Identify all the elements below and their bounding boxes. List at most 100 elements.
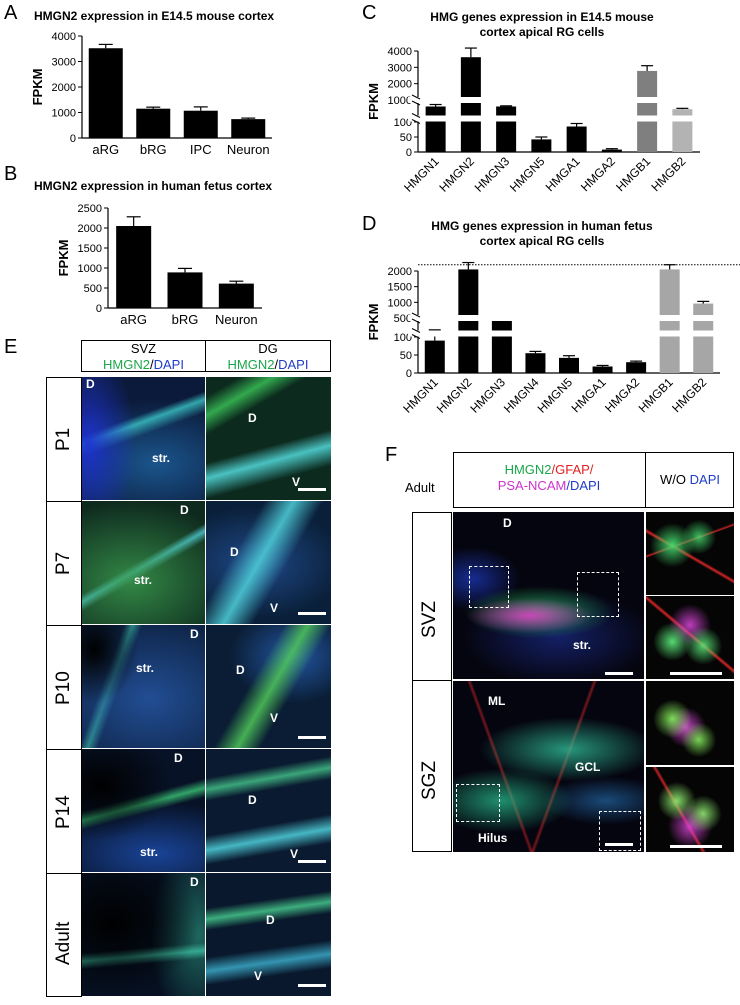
chart-c-category-label: HMGB2 [648, 154, 688, 194]
chart-d-category-label: HMGN3 [467, 375, 508, 416]
f-header-divider [645, 452, 646, 508]
f-stain-header: HMGN2/GFAP/ PSA-NCAM/DAPI [454, 462, 644, 494]
chart-d-axis-break [408, 315, 720, 321]
e-row-divider [46, 873, 82, 874]
e-svz-label-d: D [190, 627, 199, 641]
chart-d-category-label: HMGN4 [501, 375, 542, 416]
chart-a-category-label: IPC [190, 142, 212, 157]
panel-letter-b: B [4, 163, 18, 185]
chart-d-category-label: HMGN5 [535, 375, 576, 416]
chart-title-c-line1: HMG genes expression in E14.5 mouse [430, 10, 654, 24]
chart-b-y-axis-label: FPKM [56, 240, 71, 277]
e-dg-label-v: V [270, 601, 279, 615]
e-dg-label-v: V [290, 847, 299, 861]
f-svz-label-str: str. [573, 638, 592, 652]
chart-d-category-label: HMGN1 [400, 375, 441, 416]
chart-b-ytick-label: 1500 [78, 243, 102, 255]
e-svz-label-d: D [190, 875, 199, 889]
chart-c-ytick-label: 50 [400, 132, 412, 144]
e-row-label-p10: P10 [53, 671, 74, 705]
chart-title-d-line1: HMG genes expression in human fetus [431, 219, 653, 233]
e-dg-label-d: D [236, 663, 245, 677]
e-svz-label-str: str. [140, 845, 159, 859]
chart-c-axis-break-mark [411, 119, 421, 124]
chart-c-y-axis-label: FPKM [366, 83, 381, 120]
f-svz-inset-2 [646, 596, 734, 679]
e-dg-label-d: D [230, 545, 239, 559]
f-svz-inset-1 [646, 512, 734, 595]
chart-a-bar [88, 48, 123, 138]
chart-b-ytick-label: 500 [84, 283, 102, 295]
chart-a-ytick-label: 1000 [52, 108, 76, 120]
chart-a-category-label: bRG [140, 142, 167, 157]
chart-d-bar [424, 340, 445, 373]
e-dg-label-v: V [270, 711, 279, 725]
chart-title-d-line2: cortex apical RG cells [479, 234, 605, 248]
chart-d-category-label: HMGN2 [434, 375, 475, 416]
chart-c-category-label: HMGA1 [543, 154, 583, 194]
chart-d-category-label: HMGB2 [669, 375, 709, 415]
e-col-svz-stain: HMGN2/DAPI [82, 357, 205, 373]
e-header-box [81, 340, 331, 372]
e-dg-label-d: D [266, 913, 275, 927]
chart-d-ytick-label: 1000 [388, 297, 412, 309]
chart-d-ytick-label: 1500 [388, 282, 412, 294]
f-svz-inset-box-2 [577, 572, 619, 617]
e-svz-hmgn2-label: HMGN2 [103, 357, 150, 372]
f-sgz-scalebar [605, 843, 633, 846]
f-sgz-label-ml: ML [488, 694, 506, 708]
e-svz-label-d: D [174, 751, 183, 765]
f-sgz-label-hilus: Hilus [478, 831, 508, 845]
e-row-label-p14: P14 [53, 795, 74, 829]
chart-c-axis-break-mark [411, 94, 421, 100]
chart-c-bar [601, 149, 622, 152]
f-psa-label: PSA-NCAM [497, 478, 567, 493]
e-svz-image-adult: D [82, 873, 205, 996]
f-svz-scalebar [605, 672, 633, 675]
chart-c-ytick-label: 4000 [388, 46, 412, 58]
chart-a-bar [183, 110, 218, 138]
chart-d-bar [693, 303, 714, 373]
f-sgz-inset-box-1 [456, 784, 500, 822]
chart-c-bar [425, 106, 446, 152]
chart-a-y-axis-label: FPKM [30, 69, 45, 106]
f-dapi-label: /DAPI [566, 478, 601, 493]
chart-c-ytick-label: 1000 [388, 95, 412, 107]
e-col-dg-header: DG HMGN2/DAPI [206, 341, 330, 373]
f-wo-dapi-label: DAPI [689, 472, 720, 487]
chart-d-category-label: HMGA1 [569, 375, 609, 415]
e-dg-scalebar [298, 860, 326, 863]
chart-c-axis-break [408, 115, 700, 122]
f-svz-inset-scalebar [670, 672, 722, 675]
f-sgz-inset-box-2 [599, 811, 641, 851]
f-gfap-label: /GFAP/ [551, 462, 594, 477]
f-svz-inset-box-1 [469, 566, 509, 608]
chart-c-ytick-label: 0 [406, 147, 412, 159]
f-sgz-inset-1 [646, 681, 734, 765]
e-svz-dapi-label: DAPI [153, 357, 184, 372]
f-row-svz-label: SVZ [419, 601, 440, 638]
chart-b-bar [218, 283, 254, 308]
e-row-divider [46, 625, 82, 626]
chart-b-category-label: bRG [172, 312, 199, 327]
e-row-label-p7: P7 [53, 551, 74, 575]
f-hmgn2-label: HMGN2 [504, 462, 552, 477]
chart-d-ytick-label: 50 [400, 350, 412, 362]
e-dg-scalebar [298, 984, 326, 987]
chart-d-axis-break [408, 330, 720, 337]
chart-d-category-label: HMGA2 [602, 375, 642, 415]
e-dg-label-v: V [254, 969, 263, 983]
e-svz-label-d: D [180, 503, 189, 517]
chart-c-ytick-label: 2000 [388, 79, 412, 91]
e-dg-dapi-label: DAPI [278, 357, 309, 372]
chart-b-ytick-label: 1000 [78, 263, 102, 275]
chart-c-category-label: HMGN3 [472, 154, 513, 195]
chart-c-bar [496, 106, 517, 152]
e-dg-scalebar [298, 612, 326, 615]
chart-b-ytick-label: 2500 [78, 203, 102, 215]
chart-d-category-label: HMGB1 [636, 375, 676, 415]
e-svz-label-d: D [86, 377, 95, 391]
